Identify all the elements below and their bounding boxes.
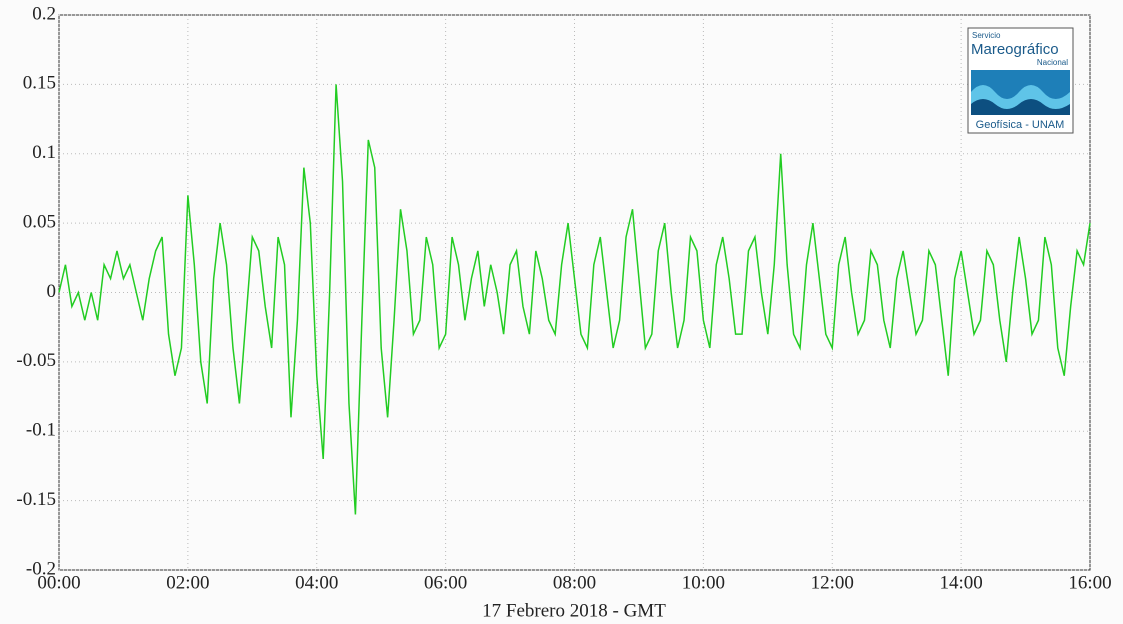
y-tick-label: -0.1 [26, 420, 56, 441]
logo-text: Mareográfico [971, 41, 1059, 58]
y-tick-label: -0.15 [16, 489, 56, 510]
x-tick-label: 04:00 [295, 572, 338, 593]
x-tick-label: 02:00 [166, 572, 209, 593]
y-tick-label: 0.1 [32, 142, 56, 163]
x-tick-label: 12:00 [811, 572, 854, 593]
logo: Servicio Mareográfico Nacional Geofísica… [967, 27, 1074, 134]
y-tick-label: 0.15 [23, 73, 56, 94]
x-axis-label: 17 Febrero 2018 - GMT [482, 600, 666, 621]
logo-text: Servicio [972, 31, 1001, 40]
x-tick-label: 00:00 [37, 572, 80, 593]
x-tick-label: 14:00 [939, 572, 982, 593]
y-tick-label: 0 [47, 281, 57, 302]
x-tick-label: 16:00 [1068, 572, 1111, 593]
y-tick-label: -0.05 [16, 350, 56, 371]
logo-wave [971, 99, 1070, 115]
data-line [58, 84, 1091, 515]
logo-text: Geofísica - UNAM [976, 119, 1065, 131]
y-tick-label: 0.2 [32, 3, 56, 24]
x-tick-label: 10:00 [682, 572, 725, 593]
y-tick-label: -0.2 [26, 558, 56, 579]
y-tick-label: 0.05 [23, 211, 56, 232]
x-tick-label: 06:00 [424, 572, 467, 593]
x-tick-label: 08:00 [553, 572, 596, 593]
logo-text: Nacional [1037, 58, 1068, 67]
